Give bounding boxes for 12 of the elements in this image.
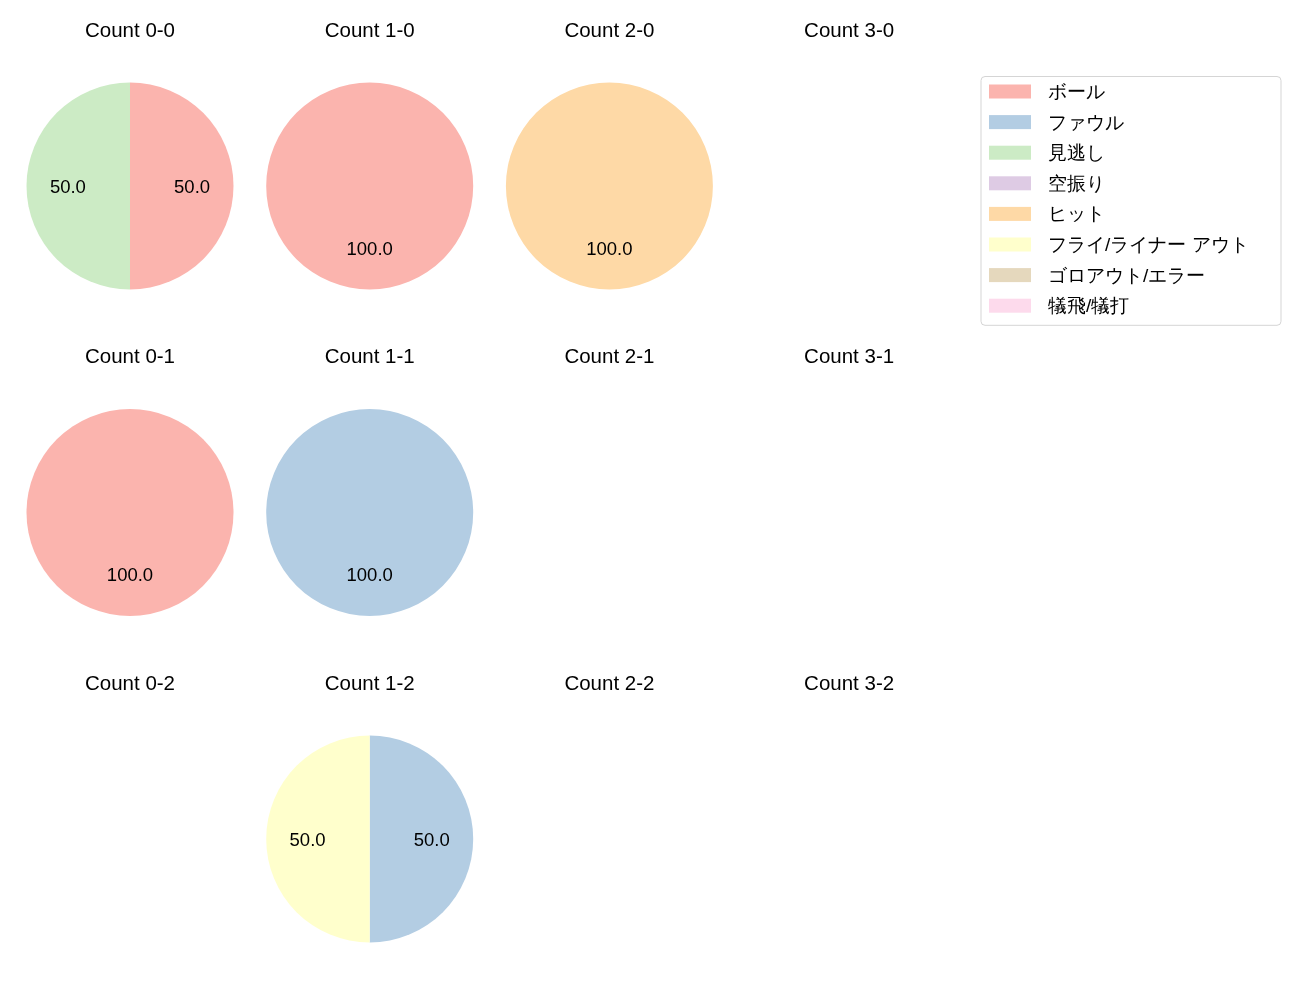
title: Count 3-0: [804, 17, 895, 41]
title: Count 3-1: [804, 344, 895, 367]
title: Count 0-2: [85, 670, 175, 694]
title: Count 0-0: [85, 17, 175, 41]
title: Count 3-2: [804, 670, 895, 694]
title: Count 2-1: [564, 344, 655, 367]
title: Count 1-0: [324, 17, 415, 41]
title: Count 1-1: [324, 344, 415, 367]
title: Count 1-2: [324, 670, 415, 694]
title: Count 2-2: [564, 670, 655, 694]
title: Count 2-0: [564, 17, 655, 41]
title: Count 0-1: [85, 344, 175, 367]
